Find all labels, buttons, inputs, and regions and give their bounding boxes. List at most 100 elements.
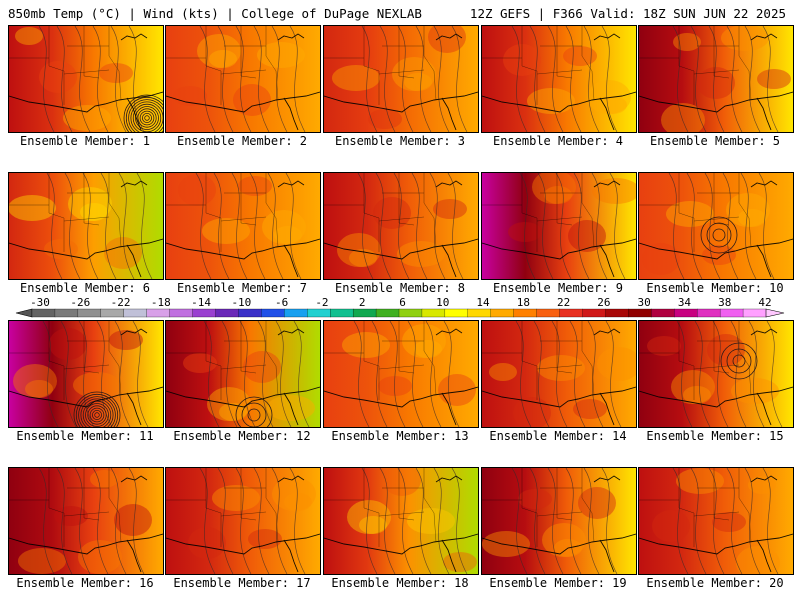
ensemble-panel-10 bbox=[638, 172, 794, 280]
wind-contour bbox=[519, 173, 536, 279]
wind-contour bbox=[529, 468, 546, 574]
state-border bbox=[378, 216, 425, 222]
state-border bbox=[108, 173, 122, 248]
temperature-blotch bbox=[587, 80, 631, 114]
coastline bbox=[120, 328, 148, 336]
coastline bbox=[9, 238, 163, 260]
coastline bbox=[756, 244, 772, 278]
wind-contour bbox=[433, 468, 450, 574]
state-border bbox=[63, 364, 110, 370]
wind-contour bbox=[415, 26, 432, 132]
wind-contour bbox=[533, 321, 550, 427]
colorbar-swatch bbox=[77, 308, 102, 318]
wind-contour bbox=[213, 173, 230, 279]
state-border bbox=[423, 468, 437, 543]
state-border bbox=[738, 173, 752, 248]
coastline bbox=[599, 97, 615, 131]
ensemble-panel-9 bbox=[481, 172, 637, 280]
colorbar-swatch bbox=[261, 308, 285, 318]
wind-contour bbox=[199, 26, 216, 132]
ensemble-panel-1 bbox=[8, 25, 164, 133]
wind-contour bbox=[712, 321, 729, 427]
coastline bbox=[482, 238, 636, 260]
state-border bbox=[265, 321, 279, 396]
colorbar-swatch bbox=[284, 308, 308, 318]
colorbar-swatch bbox=[742, 308, 767, 318]
colorbar-swatch bbox=[100, 308, 125, 318]
wind-contour bbox=[686, 173, 703, 279]
coastline bbox=[126, 392, 142, 426]
ensemble-panel-11 bbox=[8, 320, 164, 428]
wind-contour bbox=[371, 321, 388, 427]
ensemble-panel-14 bbox=[481, 320, 637, 428]
wind-contour bbox=[758, 173, 775, 279]
state-border bbox=[693, 364, 740, 370]
coastline bbox=[283, 244, 299, 278]
state-border bbox=[363, 321, 380, 400]
colorbar-tick-label: -22 bbox=[111, 296, 131, 309]
wind-contour bbox=[46, 173, 63, 279]
temperature-blotch bbox=[573, 399, 607, 419]
temperature-blotch bbox=[39, 61, 77, 93]
state-border bbox=[536, 216, 583, 222]
temperature-blotch bbox=[738, 209, 766, 227]
coastline bbox=[482, 91, 636, 113]
low-pressure-contour bbox=[712, 228, 726, 242]
coastline bbox=[599, 244, 615, 278]
wind-contour bbox=[515, 321, 532, 427]
wind-contour bbox=[389, 321, 406, 427]
coastline bbox=[324, 386, 478, 408]
state-border bbox=[398, 26, 415, 79]
wind-contour bbox=[257, 321, 274, 427]
colorbar-swatch bbox=[421, 308, 446, 318]
wind-contour bbox=[285, 173, 302, 279]
wind-contour bbox=[676, 321, 693, 427]
colorbar-tick-label: -2 bbox=[315, 296, 328, 309]
ensemble-member-label: Ensemble Member: 16 bbox=[16, 576, 154, 590]
temperature-blotch bbox=[284, 493, 312, 511]
ensemble-panel-5 bbox=[638, 25, 794, 133]
state-border bbox=[713, 173, 730, 226]
low-pressure-contour bbox=[241, 402, 267, 427]
wind-contour bbox=[583, 26, 600, 132]
coastline bbox=[441, 97, 457, 131]
temperature-blotch bbox=[63, 105, 111, 131]
ensemble-panel-7 bbox=[165, 172, 321, 280]
colorbar-swatch bbox=[651, 308, 675, 318]
coastline bbox=[120, 33, 148, 41]
ensemble-member-label: Ensemble Member: 11 bbox=[16, 429, 154, 443]
coastline bbox=[166, 386, 320, 408]
colorbar-swatch bbox=[490, 308, 515, 318]
low-pressure-contour bbox=[144, 115, 150, 121]
wind-contour bbox=[221, 321, 238, 427]
state-border bbox=[556, 173, 573, 226]
coastline bbox=[126, 244, 142, 278]
temperature-blotch bbox=[219, 403, 247, 421]
state-border bbox=[398, 468, 415, 521]
wind-contour bbox=[271, 468, 288, 574]
low-pressure-contour bbox=[732, 354, 746, 368]
wind-contour bbox=[56, 468, 73, 574]
state-border bbox=[265, 468, 279, 543]
low-pressure-contour bbox=[75, 393, 119, 427]
colorbar-min-arrow bbox=[15, 308, 33, 318]
temperature-blotch bbox=[707, 334, 745, 366]
state-border bbox=[581, 173, 595, 248]
ensemble-panel-17 bbox=[165, 467, 321, 575]
coastline bbox=[435, 33, 463, 41]
temperature-blotch bbox=[54, 506, 88, 526]
ensemble-panel-19 bbox=[481, 467, 637, 575]
coastline bbox=[750, 475, 778, 483]
state-border bbox=[556, 468, 573, 521]
colorbar-swatch bbox=[31, 308, 56, 318]
temperature-blotch bbox=[262, 210, 306, 244]
temperature-blotch bbox=[721, 26, 769, 51]
coastline bbox=[593, 180, 621, 188]
temperature-blotch bbox=[257, 42, 305, 68]
coastline bbox=[756, 392, 772, 426]
state-border bbox=[423, 26, 437, 101]
temperature-blotch bbox=[542, 523, 586, 557]
coastline bbox=[593, 328, 621, 336]
colorbar-swatch bbox=[375, 308, 400, 318]
wind-contour bbox=[425, 321, 442, 427]
